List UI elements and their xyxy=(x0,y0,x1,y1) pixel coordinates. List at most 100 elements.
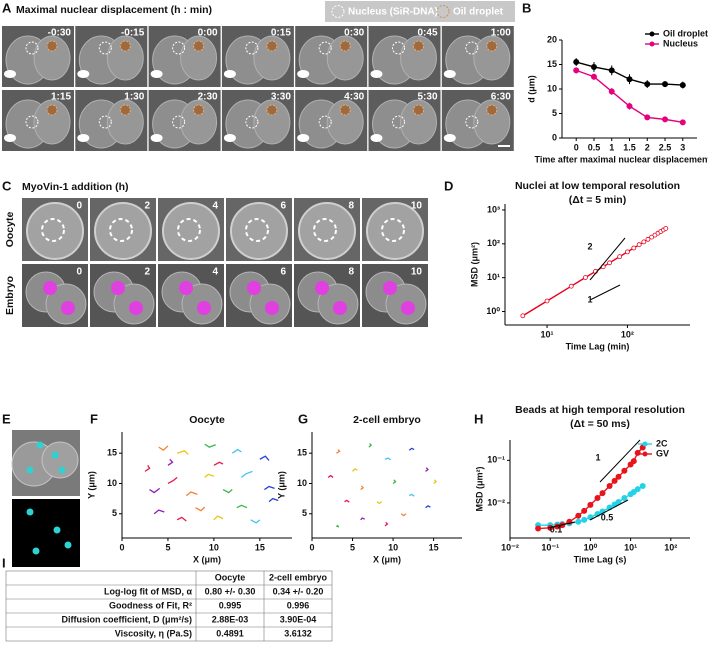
data-point xyxy=(608,67,615,74)
decoration xyxy=(172,41,186,55)
data-point xyxy=(662,116,669,123)
time-label: 6 xyxy=(280,201,286,212)
decoration xyxy=(266,40,278,52)
decoration xyxy=(339,104,351,116)
y-axis-label: Y (μm) xyxy=(276,471,286,499)
data-point xyxy=(645,236,651,242)
decoration xyxy=(197,301,211,315)
trajectory xyxy=(352,468,358,472)
legend-label: GV xyxy=(656,448,669,458)
trajectory xyxy=(213,461,224,466)
decoration xyxy=(333,301,347,315)
x-tick-label: 10¹ xyxy=(541,329,554,339)
time-label: 0:00 xyxy=(198,28,218,39)
trajectory xyxy=(344,499,350,503)
decoration xyxy=(64,541,72,549)
data-point xyxy=(634,486,641,493)
panel-label: B xyxy=(522,0,531,15)
data-point xyxy=(581,516,588,523)
decoration xyxy=(150,134,163,142)
time-label: 5:30 xyxy=(417,92,437,103)
panel-label: G xyxy=(298,411,308,426)
decoration xyxy=(98,41,112,55)
decoration xyxy=(46,40,58,52)
trajectory xyxy=(408,447,415,451)
legend-swatch xyxy=(642,441,648,447)
x-tick-label: 10 xyxy=(388,542,398,552)
trajectory xyxy=(236,504,248,509)
panel-title: MyoVin-1 addition (h) xyxy=(22,181,129,193)
y-tick-label: 10 xyxy=(107,478,117,488)
decoration xyxy=(253,99,291,145)
y-axis-label: MSD (μm²) xyxy=(469,242,479,287)
data-point xyxy=(568,283,574,289)
table-header: 2-cell embryo xyxy=(269,572,328,582)
decoration xyxy=(383,281,397,295)
decoration xyxy=(392,41,405,55)
data-point xyxy=(590,73,597,80)
decoration xyxy=(193,40,205,52)
legend-icon xyxy=(436,5,450,18)
decoration xyxy=(230,202,288,260)
decoration xyxy=(465,115,479,129)
decoration xyxy=(326,35,364,81)
data-point xyxy=(626,103,633,110)
data-point xyxy=(544,298,550,304)
time-label: 6 xyxy=(280,267,286,278)
trajectory xyxy=(167,458,174,466)
trajectory xyxy=(376,501,383,505)
table-row-label: Diffusion coefficient, D (μm²/s) xyxy=(61,614,192,624)
row-label: Oocyte xyxy=(4,212,16,248)
decoration xyxy=(26,202,84,260)
x-axis-label: X (μm) xyxy=(193,554,221,564)
panel-label: F xyxy=(90,411,98,426)
x-tick-label: 0 xyxy=(309,542,314,552)
y-tick-label: 10⁻² xyxy=(487,497,505,507)
trajectory xyxy=(425,505,431,509)
y-tick-label: 15 xyxy=(297,448,307,458)
y-axis-label: Y (μm) xyxy=(86,471,96,499)
x-tick-label: 3 xyxy=(680,142,685,152)
legend-swatch xyxy=(642,451,648,457)
time-label: 1:30 xyxy=(124,92,144,103)
decoration xyxy=(172,115,186,129)
data-point xyxy=(575,512,582,519)
micrograph xyxy=(12,499,80,567)
time-label: 4 xyxy=(212,267,218,278)
data-point xyxy=(581,507,588,514)
decoration xyxy=(318,115,332,129)
time-label: 4 xyxy=(212,201,218,212)
decoration xyxy=(589,284,621,301)
data-point xyxy=(639,482,646,489)
trajectory xyxy=(204,443,216,448)
y-tick-label: 15 xyxy=(547,59,557,69)
y-tick-label: 0 xyxy=(552,132,557,142)
table-cell: 0.995 xyxy=(219,600,242,610)
y-tick-label: 10³ xyxy=(487,204,500,214)
trajectory xyxy=(259,455,270,461)
table-cell: 0.4891 xyxy=(216,628,244,638)
x-tick-label: 15 xyxy=(255,542,265,552)
y-tick-label: 5 xyxy=(112,508,117,518)
trajectory xyxy=(213,515,224,521)
chart-title: Beads at high temporal resolution xyxy=(515,404,685,416)
decoration xyxy=(370,70,383,78)
table-header: Oocyte xyxy=(215,572,246,582)
trajectory xyxy=(250,519,261,524)
decoration xyxy=(400,35,437,81)
data-point xyxy=(590,63,597,70)
legend-text: Oil droplet xyxy=(453,7,504,18)
decoration xyxy=(486,40,498,52)
x-tick-label: 1 xyxy=(609,142,614,152)
decoration xyxy=(177,218,201,242)
y-tick-label: 10⁻¹ xyxy=(487,455,505,465)
time-label: 0:15 xyxy=(271,28,291,39)
x-tick-label: 2 xyxy=(645,142,650,152)
decoration xyxy=(381,218,405,242)
data-point xyxy=(611,477,618,484)
y-tick-label: 10² xyxy=(487,238,500,248)
data-point xyxy=(621,495,628,502)
x-tick-label: 0 xyxy=(119,542,124,552)
trajectory xyxy=(400,513,407,517)
